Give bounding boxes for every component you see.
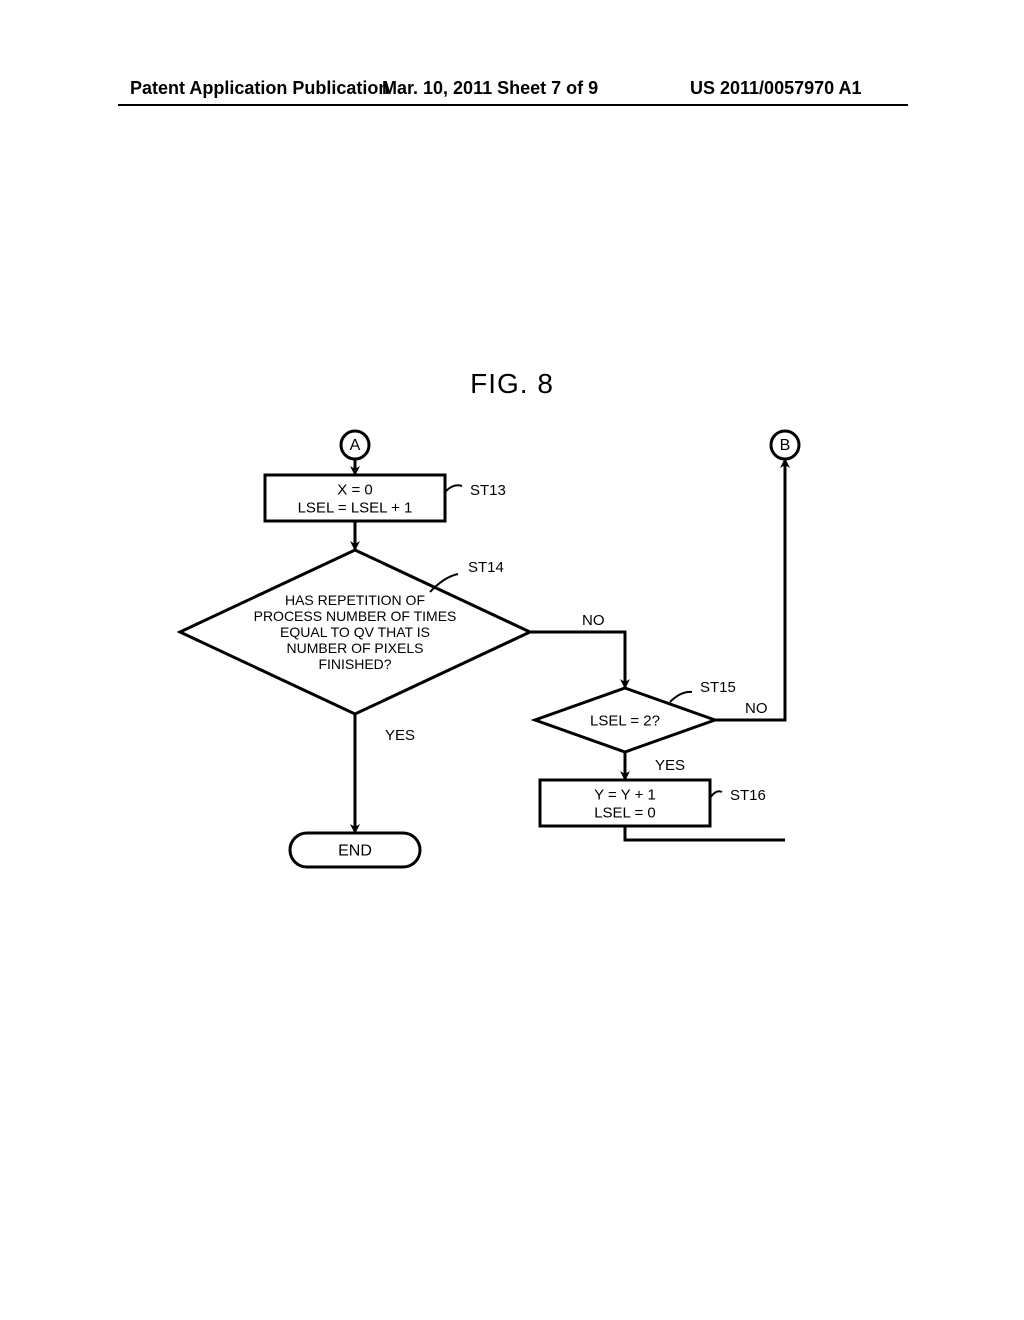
svg-text:ST16: ST16 — [730, 787, 766, 804]
svg-text:X = 0: X = 0 — [337, 481, 372, 498]
svg-text:ST15: ST15 — [700, 679, 736, 696]
svg-text:A: A — [350, 437, 361, 454]
header-center: Mar. 10, 2011 Sheet 7 of 9 — [382, 78, 598, 99]
svg-text:LSEL = 0: LSEL = 0 — [594, 804, 656, 821]
svg-text:B: B — [780, 437, 791, 454]
svg-text:Y = Y + 1: Y = Y + 1 — [594, 786, 656, 803]
svg-text:NO: NO — [745, 700, 768, 717]
figure-title: FIG. 8 — [0, 368, 1024, 400]
svg-text:YES: YES — [655, 757, 685, 774]
svg-text:YES: YES — [385, 727, 415, 744]
svg-text:ST13: ST13 — [470, 482, 506, 499]
header-rule — [118, 104, 908, 106]
svg-text:HAS REPETITION OF: HAS REPETITION OF — [285, 592, 425, 608]
svg-text:LSEL = 2?: LSEL = 2? — [590, 712, 660, 729]
header-left: Patent Application Publication — [130, 78, 389, 99]
svg-text:EQUAL TO QV THAT IS: EQUAL TO QV THAT IS — [280, 624, 430, 640]
svg-text:PROCESS NUMBER OF TIMES: PROCESS NUMBER OF TIMES — [254, 608, 457, 624]
svg-text:ST14: ST14 — [468, 559, 504, 576]
svg-text:NO: NO — [582, 612, 605, 629]
flowchart-fig8: YES NO NO YES A B X = 0LSEL = LSEL + 1 ST13 HAS … — [170, 420, 870, 940]
svg-text:NUMBER OF PIXELS: NUMBER OF PIXELS — [287, 640, 424, 656]
svg-text:LSEL = LSEL + 1: LSEL = LSEL + 1 — [298, 499, 413, 516]
svg-text:END: END — [338, 843, 372, 860]
svg-text:FINISHED?: FINISHED? — [318, 656, 391, 672]
header-right: US 2011/0057970 A1 — [690, 78, 861, 99]
